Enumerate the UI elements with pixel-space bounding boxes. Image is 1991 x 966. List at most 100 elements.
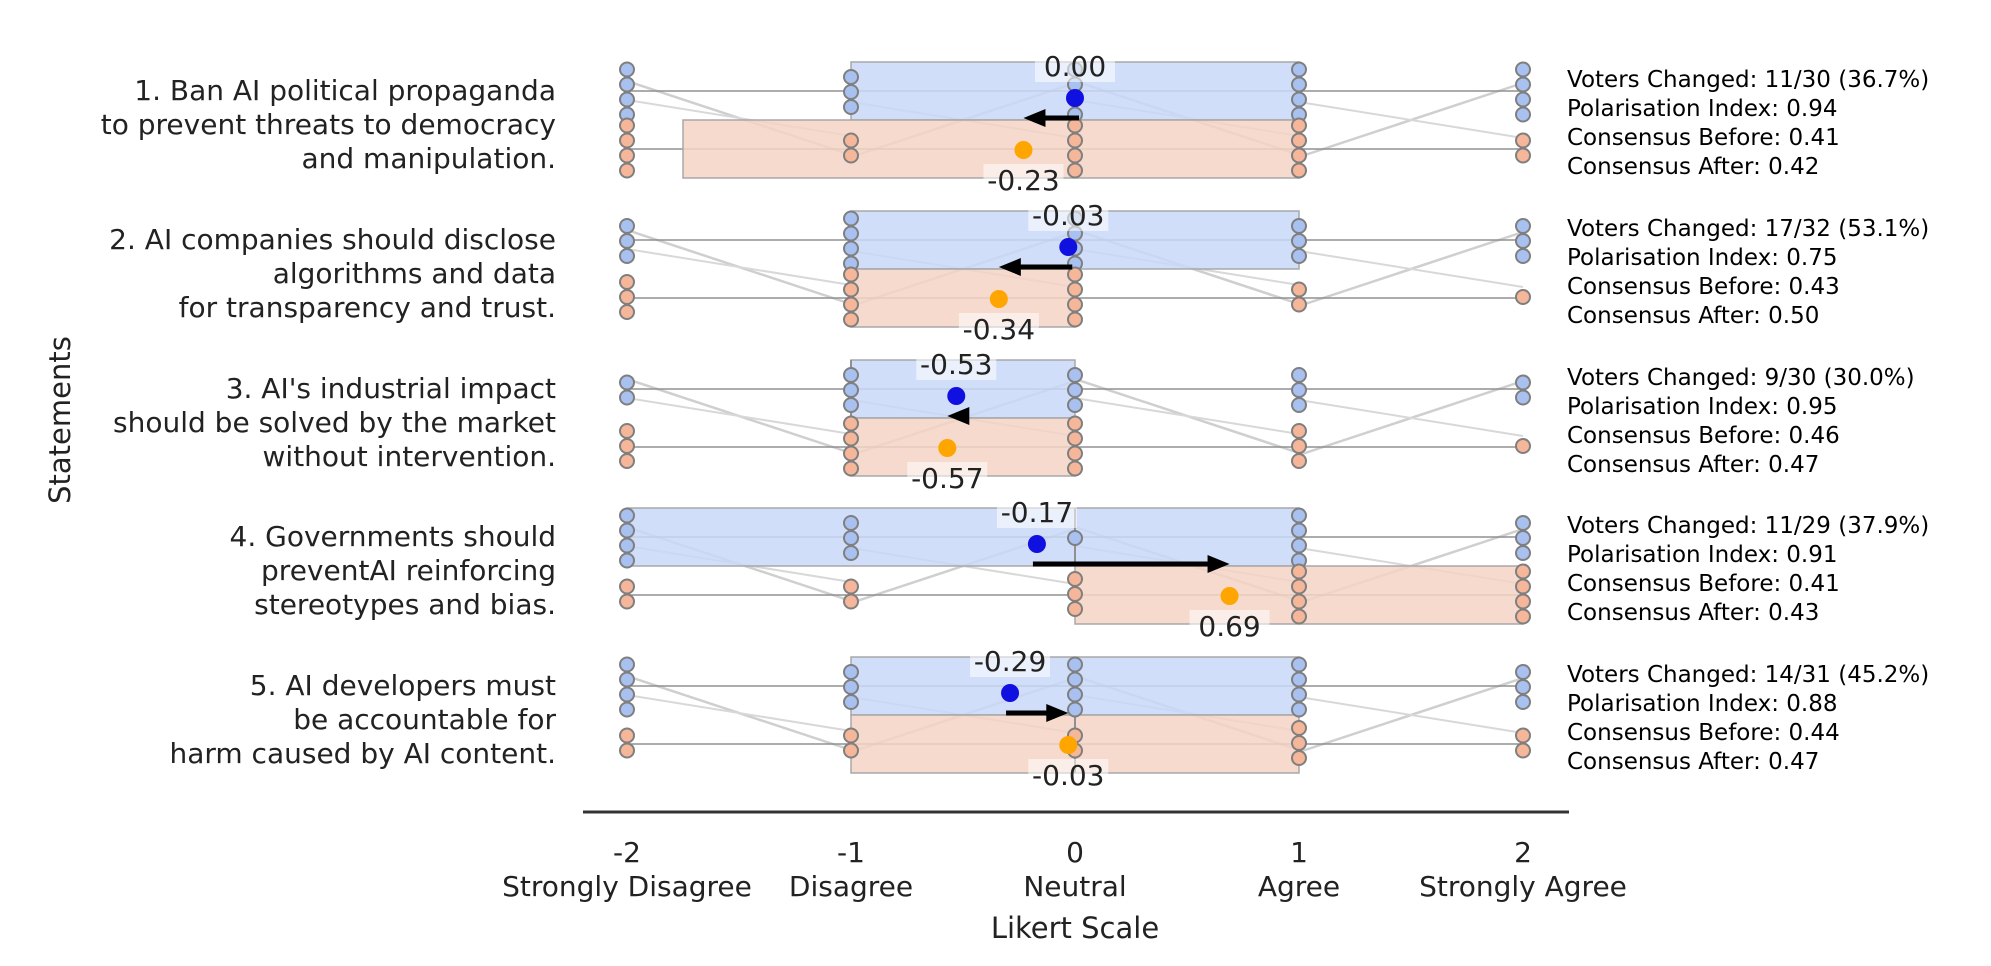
after-voter-point xyxy=(1067,586,1083,602)
before-voter-point xyxy=(1291,701,1307,718)
before-voter-point xyxy=(843,664,859,680)
after-voter-point xyxy=(619,727,635,744)
statement-label-line: 2. AI companies should disclose xyxy=(109,223,556,256)
mean-after-marker xyxy=(989,290,1008,308)
statement-label-line: 1. Ban AI political propaganda xyxy=(134,74,556,107)
mean-before-label: -0.29 xyxy=(974,645,1046,678)
mean-after-label: -0.03 xyxy=(1032,759,1104,792)
after-voter-point xyxy=(619,147,635,164)
mean-before-label: -0.53 xyxy=(920,348,992,381)
mean-shift-arrow-head xyxy=(1023,109,1046,127)
after-voter-point xyxy=(1291,593,1307,610)
before-voter-point xyxy=(1067,397,1083,413)
mean-before-label-bg xyxy=(1028,199,1109,231)
mean-markers: 0.00-0.23-0.03-0.34-0.53-0.57-0.170.69-0… xyxy=(907,50,1270,792)
after-voter-point xyxy=(1291,162,1307,179)
before-voter-point xyxy=(1291,656,1307,673)
before-voter-point xyxy=(1067,530,1083,546)
after-voter-point xyxy=(1067,460,1083,477)
x-tick-label: Strongly Disagree xyxy=(502,870,752,903)
stat-line: Consensus Before: 0.46 xyxy=(1567,423,1840,449)
voter-change-line xyxy=(1074,397,1300,435)
after-voter-point xyxy=(1067,281,1083,298)
x-tick-number: -1 xyxy=(837,836,865,869)
mean-after-label: -0.34 xyxy=(963,313,1035,346)
before-voter-point xyxy=(1515,91,1531,108)
mean-before-marker xyxy=(1027,535,1046,553)
mean-before-marker xyxy=(1001,684,1020,702)
stat-line: Polarisation Index: 0.95 xyxy=(1567,394,1838,420)
after-voter-point xyxy=(843,415,859,432)
after-voter-point xyxy=(843,147,859,164)
before-voter-point xyxy=(843,530,859,546)
before-voter-point xyxy=(1067,656,1083,673)
before-voter-point xyxy=(1515,61,1531,78)
mean-before-label-bg xyxy=(1035,50,1115,82)
mean-after-marker xyxy=(1059,736,1078,754)
before-voter-point xyxy=(619,248,635,264)
x-tick-number: 1 xyxy=(1290,836,1308,869)
after-voter-point xyxy=(1515,608,1531,625)
before-voter-point xyxy=(619,76,635,93)
voter-change-line xyxy=(1298,101,1524,139)
mean-before-marker xyxy=(1059,238,1078,256)
before-voter-point xyxy=(1291,61,1307,78)
before-voter-point xyxy=(1291,537,1307,554)
before-voter-point xyxy=(1291,507,1307,524)
before-voter-point xyxy=(619,507,635,524)
before-voter-point xyxy=(843,210,859,227)
after-voter-point xyxy=(1291,438,1307,454)
after-voter-point xyxy=(1067,311,1083,328)
mean-before-label-bg xyxy=(996,496,1077,528)
mean-after-label: 0.69 xyxy=(1198,610,1260,643)
before-voter-point xyxy=(619,218,635,234)
before-voter-point xyxy=(619,61,635,78)
before-voter-point xyxy=(1067,367,1083,383)
statement-label-line: and manipulation. xyxy=(301,142,556,175)
before-voter-point xyxy=(1515,248,1531,264)
after-voter-point xyxy=(843,460,859,477)
before-voter-point xyxy=(1515,374,1531,391)
before-voter-point xyxy=(843,225,859,242)
stat-line: Consensus Before: 0.41 xyxy=(1567,125,1840,151)
before-voter-point xyxy=(1291,76,1307,93)
before-voter-point xyxy=(1291,248,1307,264)
before-voter-point xyxy=(1291,522,1307,539)
mean-after-label-bg xyxy=(1189,610,1270,642)
before-voter-point xyxy=(619,656,635,673)
voter-change-line xyxy=(1298,399,1524,437)
after-voter-point xyxy=(1067,162,1083,179)
before-voter-point xyxy=(619,671,635,688)
before-voter-point xyxy=(619,537,635,554)
before-voter-point xyxy=(619,552,635,569)
before-voter-point xyxy=(619,91,635,108)
before-voter-point xyxy=(1291,233,1307,249)
stat-line: Polarisation Index: 0.91 xyxy=(1567,542,1838,568)
before-voter-point xyxy=(1067,701,1083,718)
mean-before-label: -0.17 xyxy=(1001,496,1073,529)
mean-shift-arrow-head xyxy=(1207,555,1230,573)
stat-line: Polarisation Index: 0.88 xyxy=(1567,691,1838,717)
x-axis-title: Likert Scale xyxy=(991,911,1159,945)
stat-line: Voters Changed: 17/32 (53.1%) xyxy=(1567,216,1929,242)
mean-after-label-bg xyxy=(907,462,988,494)
mean-after-label: -0.23 xyxy=(987,164,1059,197)
voter-change-line xyxy=(626,397,852,435)
after-voter-point xyxy=(843,311,859,328)
after-voter-point xyxy=(1291,608,1307,625)
mean-before-label-bg xyxy=(970,645,1051,677)
after-voter-point xyxy=(843,296,859,313)
after-voter-point xyxy=(1515,727,1531,744)
after-voter-point xyxy=(1515,742,1531,759)
before-voter-point xyxy=(843,367,859,383)
before-voter-point xyxy=(843,99,859,115)
before-voter-point xyxy=(1515,76,1531,93)
mean-before-label: -0.03 xyxy=(1032,199,1104,232)
after-voter-point xyxy=(843,266,859,283)
after-voter-point xyxy=(843,578,859,595)
before-voter-point xyxy=(1291,91,1307,108)
before-voter-point xyxy=(1291,397,1307,413)
after-voter-point xyxy=(1067,601,1083,617)
before-voter-point xyxy=(619,233,635,249)
